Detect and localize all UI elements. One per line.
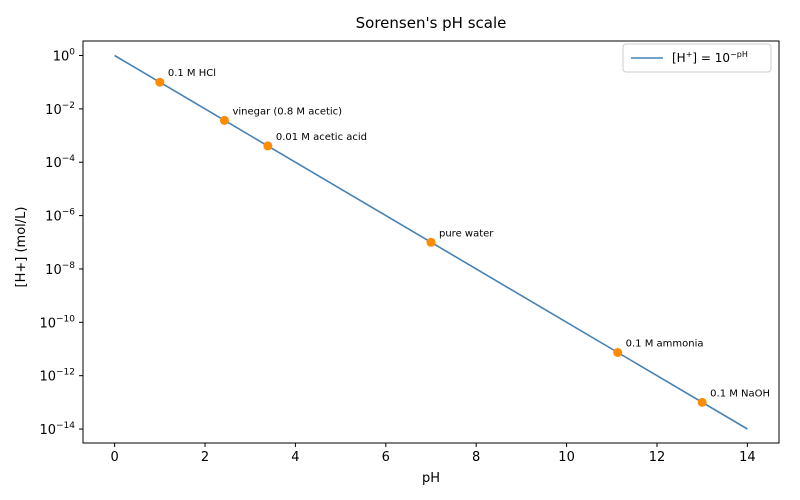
y-tick-label: 10−12 <box>39 368 75 385</box>
x-tick-label: 4 <box>291 450 299 465</box>
data-point <box>155 77 165 87</box>
x-tick-label: 10 <box>558 450 575 465</box>
y-tick-label: 10−14 <box>39 421 75 438</box>
data-point <box>697 397 707 407</box>
point-annotation: 0.1 M ammonia <box>626 338 704 349</box>
y-tick-label: 100 <box>53 48 76 65</box>
x-tick-label: 12 <box>649 450 666 465</box>
y-tick-label: 10−2 <box>45 101 75 118</box>
y-tick-label: 10−8 <box>45 261 75 278</box>
x-tick-label: 14 <box>739 450 756 465</box>
x-tick-label: 2 <box>201 450 209 465</box>
data-point <box>263 141 273 151</box>
y-tick-label: 10−6 <box>45 208 75 225</box>
plot-area: 0.1 M HCl vinegar (0.8 M acetic) 0.01 M ac… <box>114 54 770 430</box>
x-tick-label: 8 <box>472 450 480 465</box>
y-axis-label: [H+] (mol/L) <box>14 207 29 288</box>
y-tick-label: 10−4 <box>45 154 75 171</box>
point-annotation: vinegar (0.8 M acetic) <box>232 106 342 117</box>
legend-box <box>622 43 772 73</box>
x-tick-label: 6 <box>382 450 390 465</box>
point-annotation: 0.1 M HCl <box>168 68 216 79</box>
plot-frame <box>82 40 780 444</box>
data-point <box>426 237 436 247</box>
data-point <box>613 347 623 357</box>
point-annotation: 0.1 M NaOH <box>710 388 770 399</box>
x-axis-label: pH <box>422 471 440 486</box>
legend-label: [H+] = 10−pH <box>672 50 748 65</box>
x-tick-label: 0 <box>110 450 118 465</box>
data-point <box>219 115 229 125</box>
point-annotation: pure water <box>439 228 494 239</box>
y-tick-label: 10−10 <box>39 314 75 331</box>
legend: [H+] = 10−pH <box>622 43 772 73</box>
point-annotation: 0.01 M acetic acid <box>276 132 367 143</box>
chart-title: Sorensen's pH scale <box>356 14 507 32</box>
